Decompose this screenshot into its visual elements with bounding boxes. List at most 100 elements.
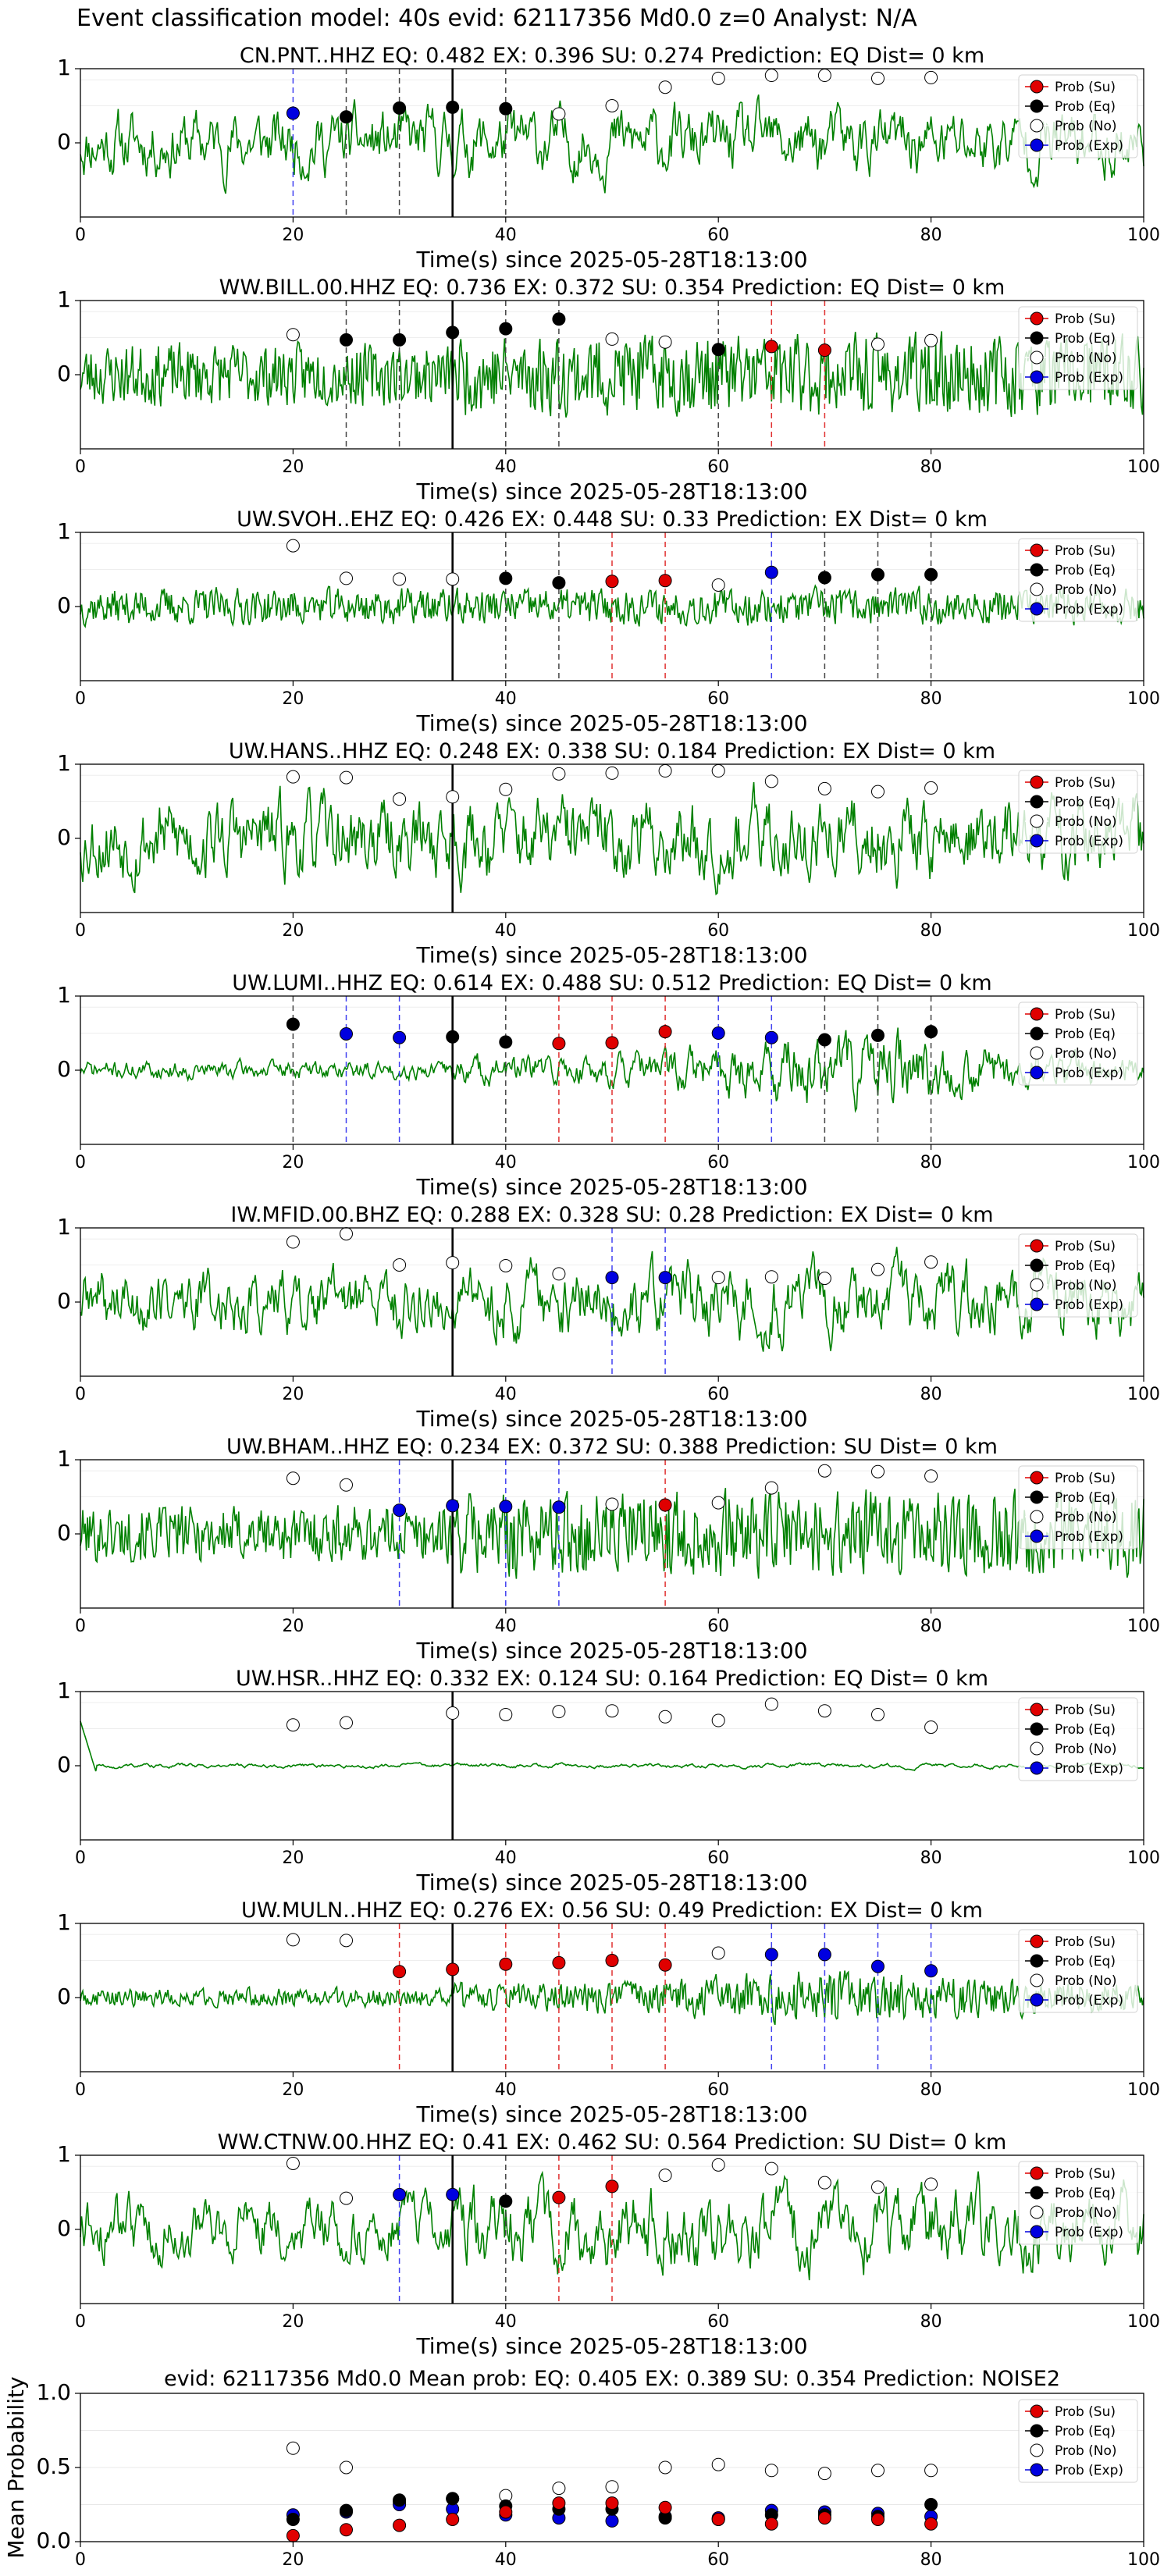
mean-panel-xtick-label-3: 60 <box>707 2550 729 2570</box>
panel-1-legend-label-3: Prob (Exp) <box>1055 138 1123 154</box>
mean-panel-ytick-label-0: 1.0 <box>36 2379 71 2405</box>
panel-7-title: UW.BHAM..HHZ EQ: 0.234 EX: 0.372 SU: 0.3… <box>226 1435 998 1459</box>
panel-4-prob-marker-12 <box>924 781 938 795</box>
panel-8-ytick-label-1: 0 <box>57 1752 71 1777</box>
mean-panel-no-marker-1 <box>340 2460 353 2475</box>
panel-6-legend-label-1: Prob (Eq) <box>1055 1258 1116 1274</box>
panel-7-ytick-label-0: 1 <box>57 1446 71 1471</box>
panel-6-title: IW.MFID.00.BHZ EQ: 0.288 EX: 0.328 SU: 0… <box>230 1203 993 1227</box>
panel-1-prob-marker-2 <box>393 101 407 115</box>
panel-7-prob-marker-6 <box>605 1497 619 1511</box>
mean-panel-eq-marker-0 <box>286 2513 300 2526</box>
panel-10: WW.CTNW.00.HHZ EQ: 0.41 EX: 0.462 SU: 0.… <box>57 2130 1160 2359</box>
panel-4-prob-marker-6 <box>605 766 619 780</box>
panel-7-prob-marker-2 <box>393 1503 407 1517</box>
mean-panel-legend-box <box>1018 2399 1138 2483</box>
panel-8-legend-label-1: Prob (Eq) <box>1055 1722 1116 1738</box>
panel-10-title: WW.CTNW.00.HHZ EQ: 0.41 EX: 0.462 SU: 0.… <box>218 2130 1007 2154</box>
panel-2-prob-marker-1 <box>340 333 353 347</box>
panel-6-legend-marker-3 <box>1030 1297 1044 1311</box>
mean-panel-su-marker-11 <box>871 2513 884 2526</box>
panel-6-prob-marker-10 <box>817 1272 831 1286</box>
panel-3-prob-marker-12 <box>924 568 938 582</box>
panel-6-prob-marker-1 <box>340 1227 353 1241</box>
panel-5-legend-label-2: Prob (No) <box>1055 1046 1117 1062</box>
mean-panel-legend-marker-0 <box>1030 2404 1044 2418</box>
panel-4-legend-label-1: Prob (Eq) <box>1055 795 1116 810</box>
panel-3-prob-marker-0 <box>286 539 300 553</box>
panel-1-legend-marker-0 <box>1030 80 1044 94</box>
panel-8-xtick-label-5: 100 <box>1127 1848 1160 1868</box>
panel-7-prob-marker-3 <box>446 1499 460 1513</box>
panel-5-prob-marker-9 <box>764 1030 778 1044</box>
panel-4: UW.HANS..HHZ EQ: 0.248 EX: 0.338 SU: 0.1… <box>57 739 1160 968</box>
panel-7-legend-label-1: Prob (Eq) <box>1055 1490 1116 1506</box>
panel-1-waveform <box>80 94 1144 194</box>
mean-panel-no-marker-7 <box>658 2460 672 2475</box>
panel-6-prob-marker-7 <box>658 1271 672 1285</box>
panel-7-prob-marker-10 <box>817 1464 831 1478</box>
panel-2-legend-label-1: Prob (Eq) <box>1055 331 1116 347</box>
panel-1-legend-label-1: Prob (Eq) <box>1055 99 1116 115</box>
panel-3-prob-marker-6 <box>605 575 619 589</box>
panel-9-legend-box <box>1018 1929 1138 2013</box>
panel-5-xtick-label-5: 100 <box>1127 1153 1160 1172</box>
panel-1-prob-marker-9 <box>764 69 778 83</box>
panel-2-legend-label-3: Prob (Exp) <box>1055 370 1123 386</box>
panel-4-legend-marker-3 <box>1030 834 1044 848</box>
panel-3-prob-marker-7 <box>658 574 672 588</box>
panel-4-prob-marker-9 <box>764 774 778 788</box>
panel-2-legend-marker-0 <box>1030 311 1044 326</box>
panel-9-legend-label-1: Prob (Eq) <box>1055 1954 1116 1969</box>
panel-9-ytick-label-0: 1 <box>57 1909 71 1935</box>
panel-4-prob-marker-3 <box>446 790 460 804</box>
panel-4-prob-marker-1 <box>340 770 353 785</box>
panel-4-prob-marker-0 <box>286 770 300 784</box>
panel-5-prob-marker-7 <box>658 1025 672 1039</box>
mean-panel-su-marker-5 <box>552 2496 566 2510</box>
panel-1: CN.PNT..HHZ EQ: 0.482 EX: 0.396 SU: 0.27… <box>57 44 1160 272</box>
panel-8-prob-marker-3 <box>499 1707 513 1721</box>
panel-8-prob-marker-10 <box>871 1707 884 1721</box>
panel-6-xtick-label-0: 0 <box>75 1385 86 1404</box>
panel-5-ytick-label-0: 1 <box>57 982 71 1008</box>
panel-2-prob-marker-9 <box>764 340 778 354</box>
mean-panel-eq-marker-3 <box>446 2492 460 2506</box>
panel-4-prob-marker-7 <box>658 764 672 778</box>
panel-10-xtick-label-3: 60 <box>707 2312 729 2332</box>
panel-9-prob-marker-12 <box>924 1964 938 1978</box>
panel-10-legend-marker-2 <box>1030 2205 1044 2219</box>
panel-5-title: UW.LUMI..HHZ EQ: 0.614 EX: 0.488 SU: 0.5… <box>232 971 992 995</box>
mean-panel-ytick-label-2: 0.0 <box>36 2528 71 2553</box>
panel-1-legend-box <box>1018 74 1138 158</box>
panel-10-xlabel: Time(s) since 2025-05-28T18:13:00 <box>415 2333 807 2359</box>
panel-9-ytick-label-1: 0 <box>57 1984 71 2009</box>
panel-1-prob-marker-5 <box>552 107 566 121</box>
panel-5-prob-marker-4 <box>499 1035 513 1049</box>
mean-panel-eq-marker-1 <box>340 2503 353 2517</box>
panel-9-prob-marker-6 <box>605 1954 619 1967</box>
panel-10-ytick-label-0: 1 <box>57 2141 71 2167</box>
panel-6-xlabel: Time(s) since 2025-05-28T18:13:00 <box>415 1406 807 1432</box>
panel-10-legend-label-2: Prob (No) <box>1055 2205 1117 2221</box>
mean-panel-legend-label-2: Prob (No) <box>1055 2443 1117 2459</box>
mean-panel-ylabel: Mean Probability <box>3 2376 29 2558</box>
panel-9-xtick-label-0: 0 <box>75 2080 86 2100</box>
panel-3: UW.SVOH..EHZ EQ: 0.426 EX: 0.448 SU: 0.3… <box>57 507 1160 736</box>
panel-6-legend-marker-1 <box>1030 1258 1044 1272</box>
panel-4-xlabel: Time(s) since 2025-05-28T18:13:00 <box>415 942 807 968</box>
panel-6-legend-label-0: Prob (Su) <box>1055 1239 1116 1254</box>
panel-4-prob-marker-4 <box>499 782 513 796</box>
mean-panel-xtick-label-1: 20 <box>282 2550 304 2570</box>
panel-5-prob-marker-1 <box>340 1026 353 1041</box>
panel-8-prob-marker-7 <box>711 1713 725 1727</box>
panel-8-prob-marker-4 <box>552 1705 566 1719</box>
panel-4-prob-marker-5 <box>552 767 566 781</box>
panel-9-xtick-label-2: 40 <box>495 2080 517 2100</box>
panel-2-xtick-label-0: 0 <box>75 457 86 477</box>
panel-3-xtick-label-3: 60 <box>707 689 729 709</box>
panel-7-prob-marker-0 <box>286 1471 300 1485</box>
panel-10-xtick-label-1: 20 <box>282 2312 304 2332</box>
panel-7-xtick-label-4: 80 <box>920 1617 942 1636</box>
panel-8-legend-label-0: Prob (Su) <box>1055 1703 1116 1718</box>
